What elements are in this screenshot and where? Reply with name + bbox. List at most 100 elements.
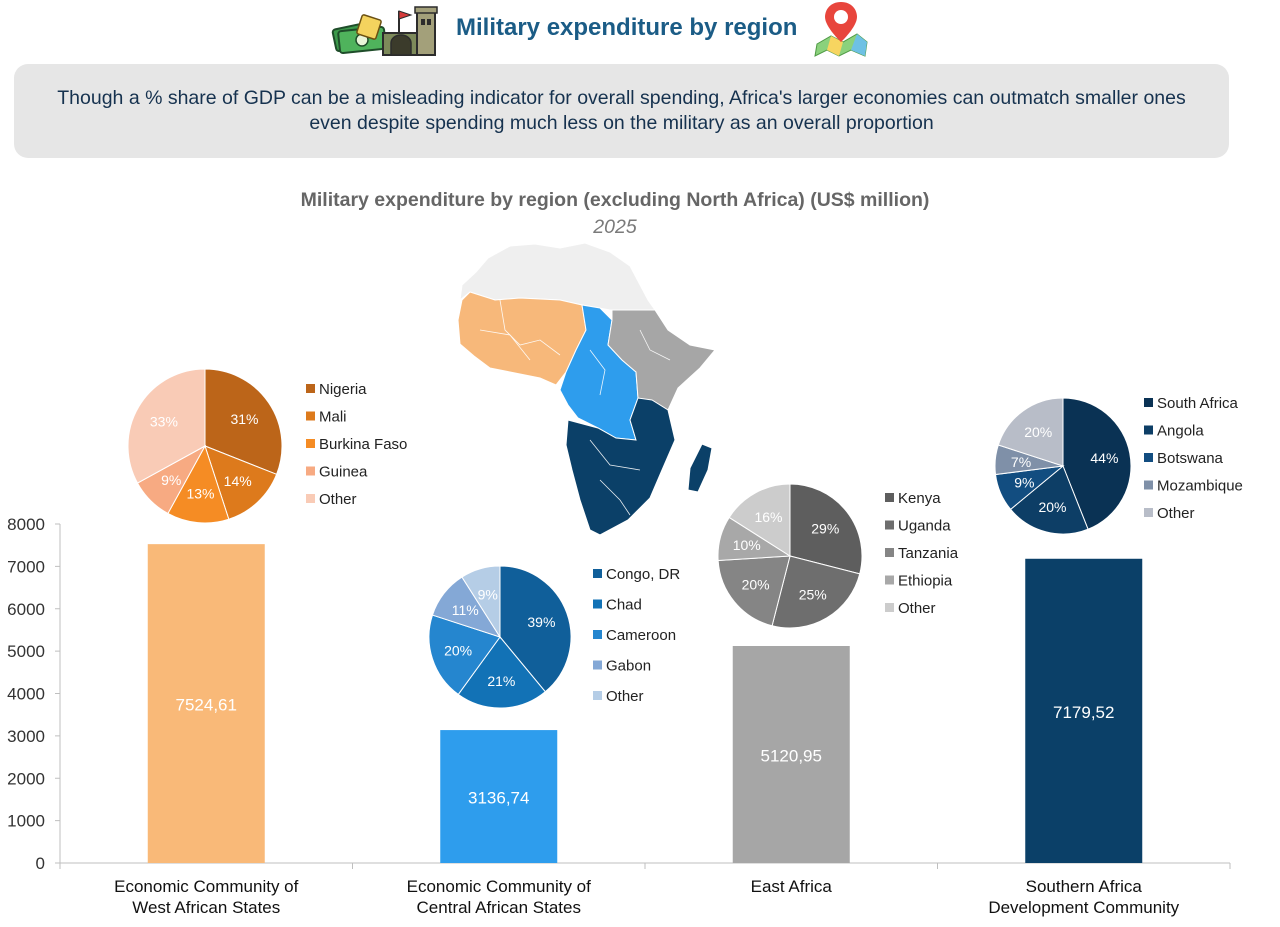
bar-value-label: 7524,61 bbox=[176, 696, 237, 715]
y-tick-label: 7000 bbox=[7, 557, 45, 576]
category-labels: Economic Community of West African States… bbox=[114, 877, 1180, 917]
legend-entry: Other bbox=[606, 688, 644, 705]
legend-entry: Gabon bbox=[606, 658, 651, 675]
legend-entry: Kenya bbox=[898, 490, 941, 507]
pie-slice bbox=[789, 483, 863, 575]
pie-chart: 39% 21% 20% 11%9% bbox=[428, 565, 572, 709]
bar bbox=[147, 544, 265, 863]
pie-slice-label: 31% bbox=[230, 411, 258, 427]
category-label: Economic Community of Central African Sta… bbox=[407, 877, 592, 917]
pie-slice bbox=[1009, 465, 1089, 535]
legend-swatch bbox=[593, 691, 602, 700]
header-title: Military expenditure by region bbox=[456, 14, 798, 41]
pie-slice-label: 39% bbox=[527, 614, 555, 630]
pie-chart: 29% 25% 20% 10% 16% bbox=[717, 483, 863, 629]
legend-entry: Nigeria bbox=[319, 381, 367, 398]
bar bbox=[732, 645, 850, 863]
legend-swatch bbox=[1144, 453, 1153, 462]
money-military-icon bbox=[331, 6, 438, 56]
pie-slice bbox=[461, 565, 501, 639]
legend-entry: Congo, DR bbox=[606, 566, 680, 583]
legend-swatch bbox=[885, 493, 894, 502]
legend-swatch bbox=[306, 384, 315, 393]
pie-slice-label: 9% bbox=[1014, 475, 1034, 491]
pie-slice bbox=[997, 397, 1064, 467]
pie-slice-label: 21% bbox=[487, 673, 515, 689]
pie-slice-label: 20% bbox=[742, 576, 770, 592]
bar-value-labels: 7524,61 3136,74 5120,95 7179,52 bbox=[176, 696, 1115, 808]
pie-slice-label: 11% bbox=[452, 602, 479, 618]
pie-slice-label: 20% bbox=[444, 643, 472, 659]
pie-slice bbox=[728, 483, 791, 557]
legend-swatch bbox=[593, 569, 602, 578]
map-pin-icon bbox=[814, 2, 868, 57]
legend-swatch bbox=[306, 411, 315, 421]
legend-entry: Mali bbox=[319, 409, 347, 426]
pie-slice bbox=[204, 368, 283, 475]
y-tick-label: 3000 bbox=[7, 727, 45, 746]
bar-value-label: 7179,52 bbox=[1053, 703, 1114, 722]
legend-entry: Ethiopia bbox=[898, 573, 953, 590]
pie-slice-label: 20% bbox=[1038, 499, 1066, 515]
y-tick-label: 4000 bbox=[7, 685, 45, 704]
pie-chart: 44%20%9%7%20% bbox=[994, 397, 1132, 535]
category-label: Southern Africa Development Community bbox=[988, 877, 1179, 917]
chart-title: Military expenditure by region (excludin… bbox=[300, 189, 930, 211]
legend-swatch bbox=[593, 630, 602, 639]
pie-slice-label: 9% bbox=[161, 472, 181, 488]
subtitle-box: Though a % share of GDP can be a mislead… bbox=[14, 64, 1229, 158]
legend-swatch bbox=[306, 439, 315, 448]
pie-slice-label: 9% bbox=[478, 587, 498, 603]
legend-swatch bbox=[1144, 398, 1153, 407]
y-tick-label: 1000 bbox=[7, 812, 45, 831]
pie-slice-label: 16% bbox=[754, 509, 782, 525]
bar bbox=[1025, 558, 1143, 863]
legend-swatch bbox=[885, 520, 894, 530]
pie-slice-label: 20% bbox=[1024, 424, 1052, 440]
pie-slice-label: 10% bbox=[733, 537, 761, 553]
pie-slice bbox=[428, 614, 501, 696]
pie-legends: Nigeria Mali Burkina Faso Guinea Other Congo,… bbox=[306, 381, 1243, 705]
pie-chart: 31% 14% 13% 9% 33% bbox=[127, 368, 283, 524]
legend-entry: Other bbox=[898, 600, 936, 617]
map-region-madagascar bbox=[687, 443, 713, 493]
legend-entry: Chad bbox=[606, 597, 642, 614]
legend-swatch bbox=[1144, 508, 1153, 517]
y-tick-label: 8000 bbox=[7, 515, 45, 534]
y-tick-label: 5000 bbox=[7, 642, 45, 661]
pie-slice-label: 7% bbox=[1011, 454, 1031, 470]
legend-swatch bbox=[306, 494, 315, 503]
bar bbox=[440, 730, 558, 863]
pie-slice bbox=[457, 636, 546, 709]
legend-entry: Tanzania bbox=[898, 545, 959, 562]
legend-swatch bbox=[593, 599, 602, 609]
legend-entry: Mozambique bbox=[1157, 478, 1243, 495]
legend-entry: Guinea bbox=[319, 464, 368, 481]
legend-entry: Botswana bbox=[1157, 450, 1224, 467]
header: Military expenditure by region bbox=[0, 0, 1280, 62]
bar-value-label: 5120,95 bbox=[761, 746, 822, 765]
pie-slice-label: 14% bbox=[224, 473, 252, 489]
pie-slice bbox=[1062, 397, 1132, 530]
pie-slice bbox=[167, 444, 230, 524]
pie-slice bbox=[717, 555, 791, 627]
chart-year: 2025 bbox=[593, 216, 637, 238]
legend-swatch bbox=[885, 575, 894, 585]
legend-entry: Angola bbox=[1157, 423, 1204, 440]
pie-slice-label: 33% bbox=[150, 414, 178, 430]
legend-entry: South Africa bbox=[1157, 395, 1239, 412]
legend-swatch bbox=[885, 603, 894, 612]
pie-slice bbox=[499, 565, 572, 693]
pie-charts: 31%14%13%9%33%39%21%20%11%9%29%25%20%10%… bbox=[127, 368, 1132, 709]
legend-swatch bbox=[1144, 480, 1153, 490]
legend-swatch bbox=[306, 466, 315, 476]
y-tick-label: 2000 bbox=[7, 769, 45, 788]
pie-slice-label: 25% bbox=[799, 586, 827, 602]
legend-swatch bbox=[593, 660, 602, 670]
pie-slice-label: 44% bbox=[1090, 450, 1118, 466]
pie-slice bbox=[127, 368, 206, 484]
legend-entry: Other bbox=[319, 491, 357, 508]
pie-slice-label: 29% bbox=[811, 521, 839, 537]
africa-region-map bbox=[457, 242, 716, 536]
